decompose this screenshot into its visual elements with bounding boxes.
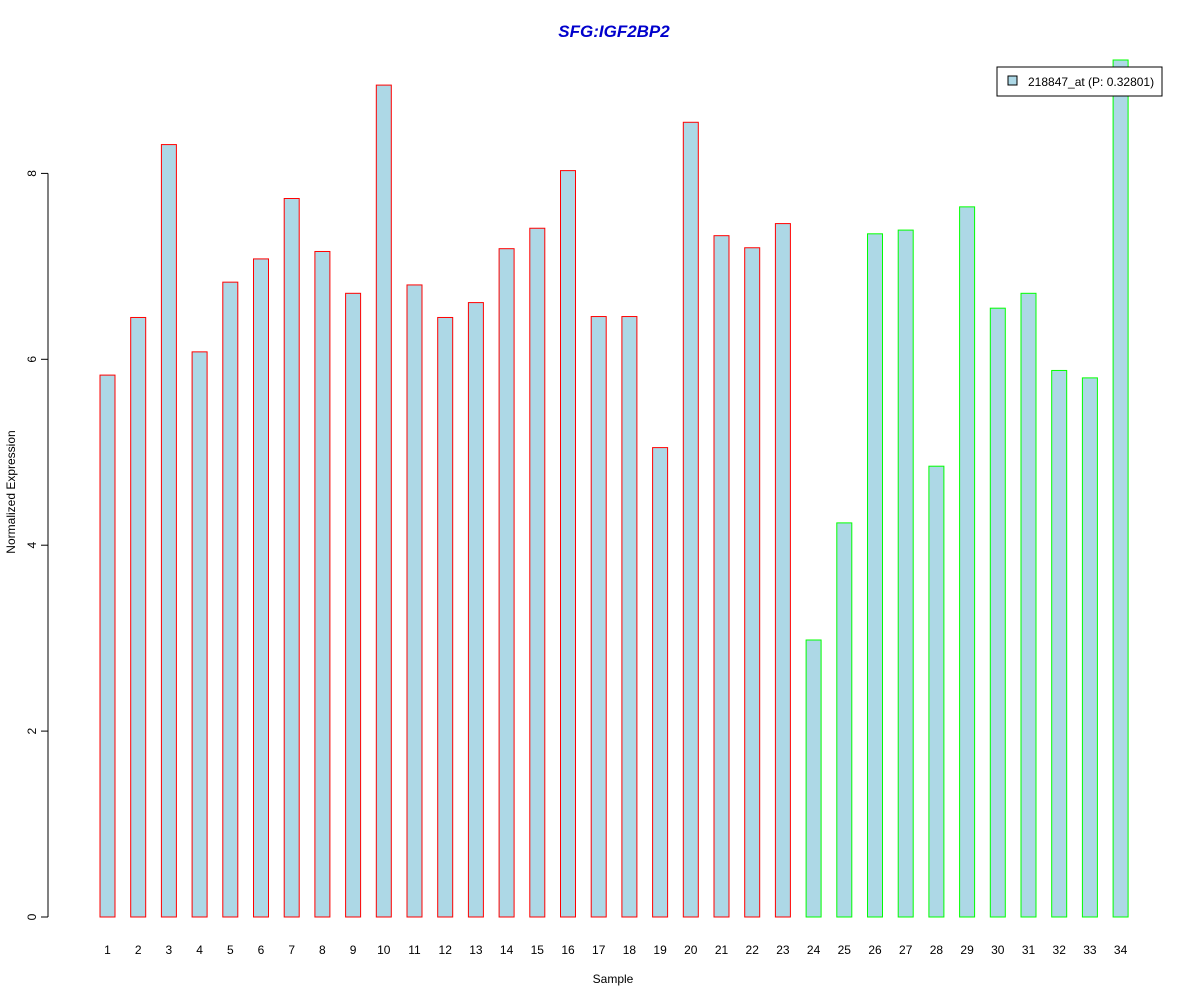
bars-group: [99, 59, 1129, 918]
bar-sample-11: [406, 284, 423, 918]
x-tick-label: 20: [684, 943, 698, 957]
x-tick-label: 1: [104, 943, 111, 957]
y-tick-label: 2: [25, 727, 39, 734]
x-tick-label: 29: [960, 943, 974, 957]
bar-sample-6: [253, 258, 269, 918]
x-tick-label: 2: [135, 943, 142, 957]
x-tick-label: 14: [500, 943, 514, 957]
x-tick-label: 33: [1083, 943, 1097, 957]
x-tick-labels: 1 2 3 4 5 6 7 8 9 10 11 12 13 14 15 16 17 18 19 20 21 22 23 24 2…: [104, 943, 1127, 957]
x-tick-label: 3: [166, 943, 173, 957]
x-tick-label: 26: [868, 943, 882, 957]
bar-sample-7: [283, 197, 300, 918]
y-axis-label: Normalized Expression: [4, 430, 18, 553]
bar-sample-19: [652, 447, 669, 918]
legend-label: 218847_at (P: 0.32801): [1028, 75, 1154, 89]
x-tick-label: 16: [561, 943, 575, 957]
bar-sample-9: [345, 292, 362, 918]
bar-sample-33: [1081, 377, 1098, 918]
bar-sample-10: [375, 84, 392, 918]
x-tick-label: 30: [991, 943, 1005, 957]
bar-sample-24: [805, 639, 822, 918]
legend-box: [996, 66, 1163, 97]
bar-sample-16: [560, 170, 576, 918]
bar-sample-4: [191, 351, 208, 918]
x-tick-label: 22: [746, 943, 760, 957]
bar-sample-12: [437, 316, 454, 918]
y-tick-label: 8: [25, 170, 39, 177]
x-tick-label: 32: [1053, 943, 1067, 957]
bar-sample-25: [836, 522, 853, 918]
bar-sample-3: [160, 144, 177, 918]
x-tick-label: 10: [377, 943, 391, 957]
bar-sample-5: [222, 281, 239, 918]
y-tick-label: 4: [25, 542, 39, 549]
bar-sample-13: [467, 302, 484, 918]
bar-sample-15: [529, 227, 546, 918]
legend-swatch: [1007, 75, 1018, 86]
bar-sample-20: [682, 121, 699, 918]
bar-sample-1: [99, 374, 116, 918]
bar-sample-31: [1020, 292, 1037, 918]
x-tick-label: 7: [288, 943, 295, 957]
bar-sample-26: [867, 233, 883, 918]
x-tick-label: 31: [1022, 943, 1036, 957]
legend: 218847_at (P: 0.32801): [996, 66, 1163, 97]
bar-sample-21: [713, 235, 730, 918]
bar-sample-8: [314, 250, 331, 918]
x-tick-label: 15: [531, 943, 545, 957]
x-tick-label: 5: [227, 943, 234, 957]
bar-sample-27: [897, 229, 914, 918]
bar-sample-22: [744, 247, 761, 918]
bar-sample-23: [774, 223, 791, 918]
bar-sample-2: [130, 316, 147, 918]
bar-sample-28: [928, 465, 945, 918]
x-tick-label: 17: [592, 943, 606, 957]
x-tick-label: 34: [1114, 943, 1128, 957]
bar-sample-14: [498, 248, 515, 918]
bar-sample-30: [989, 307, 1006, 918]
x-tick-label: 28: [930, 943, 944, 957]
x-axis-label: Sample: [593, 972, 634, 986]
x-tick-label: 13: [469, 943, 483, 957]
x-tick-label: 19: [653, 943, 667, 957]
x-tick-label: 8: [319, 943, 326, 957]
y-tick-label: 6: [25, 356, 39, 363]
bar-sample-32: [1051, 369, 1068, 918]
bar-sample-18: [621, 316, 638, 918]
x-tick-label: 27: [899, 943, 913, 957]
bar-sample-17: [590, 316, 607, 918]
x-tick-label: 6: [258, 943, 265, 957]
bar-sample-29: [959, 206, 976, 918]
y-axis: 0 2 4 6 8: [25, 170, 49, 920]
bar-sample-34: [1112, 59, 1129, 918]
x-tick-label: 12: [439, 943, 453, 957]
x-tick-label: 18: [623, 943, 637, 957]
x-tick-label: 11: [408, 943, 421, 957]
x-tick-label: 23: [776, 943, 790, 957]
chart-title: SFG:IGF2BP2: [558, 22, 670, 41]
x-tick-label: 21: [715, 943, 729, 957]
x-tick-label: 24: [807, 943, 821, 957]
y-tick-label: 0: [25, 913, 39, 920]
x-tick-label: 4: [196, 943, 203, 957]
x-tick-label: 9: [350, 943, 357, 957]
x-tick-label: 25: [838, 943, 852, 957]
